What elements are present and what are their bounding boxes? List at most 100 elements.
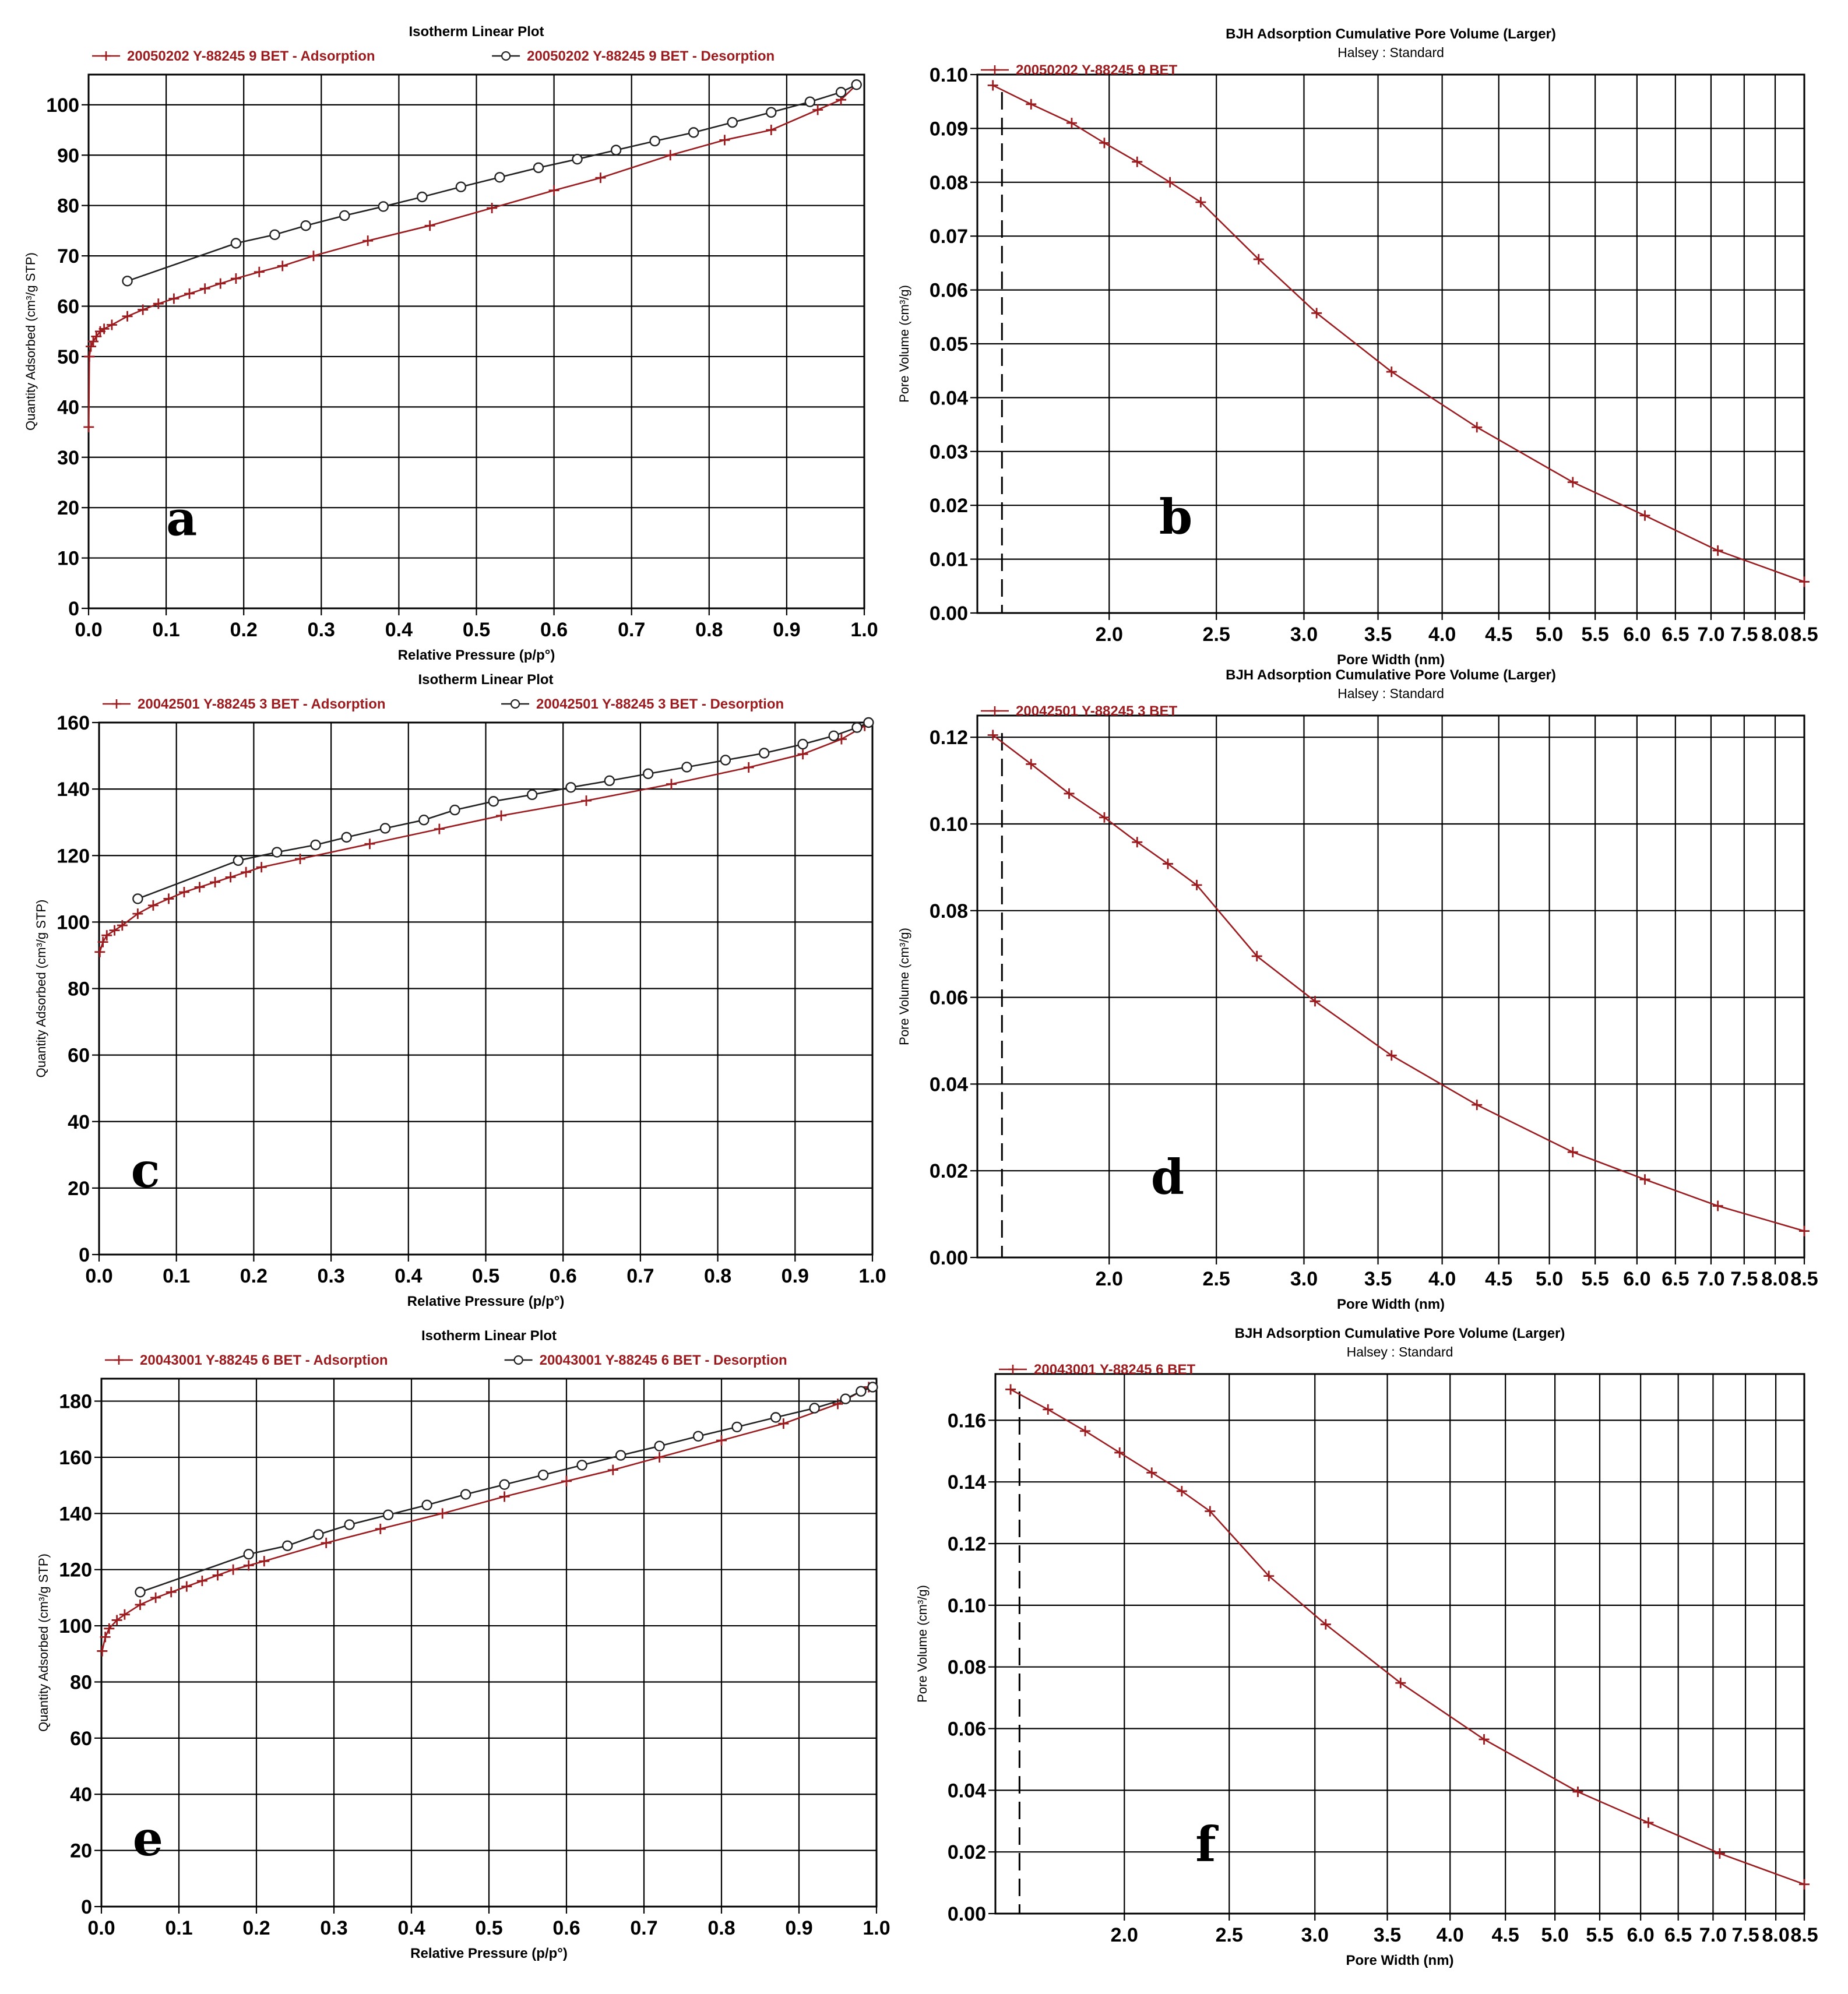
y-axis-label: Quantity Adsorbed (cm³/g STP) [23, 252, 38, 431]
data-point [101, 930, 112, 941]
x-tick-label: 0.7 [626, 1265, 654, 1287]
data-point [1472, 1100, 1483, 1111]
chart-title: Isotherm Linear Plot [421, 1328, 557, 1344]
data-point [1099, 812, 1110, 823]
legend-swatch-marker [1008, 1365, 1018, 1374]
data-point [98, 323, 110, 334]
data-point [499, 1491, 510, 1502]
data-point [168, 293, 179, 304]
data-point [122, 311, 133, 322]
data-point [241, 866, 252, 878]
data-point [770, 1412, 782, 1423]
data-point [759, 748, 770, 759]
x-tick-label: 6.0 [1623, 1268, 1650, 1290]
y-tick-label: 0.01 [930, 549, 968, 571]
data-point [379, 823, 391, 834]
x-tick-label: 2.0 [1096, 1268, 1123, 1290]
plot-frame [100, 1378, 878, 1908]
chart-subtitle: Halsey : Standard [1337, 45, 1444, 60]
x-tick-label: 0.5 [472, 1265, 499, 1287]
x-tick-label: 7.5 [1730, 1268, 1758, 1290]
x-tick-label: 3.5 [1364, 623, 1392, 646]
x-tick-label: 8.5 [1790, 623, 1818, 646]
data-point [1639, 510, 1650, 521]
x-tick-label: 8.0 [1761, 623, 1789, 646]
x-tick-label: 4.5 [1485, 623, 1512, 646]
x-tick-label: 7.5 [1730, 623, 1758, 646]
data-point [178, 887, 189, 898]
y-tick-label: 30 [57, 447, 79, 469]
panel-letter: f [1195, 1817, 1219, 1873]
data-point [1311, 308, 1322, 319]
y-tick-label: 0.10 [948, 1595, 986, 1617]
y-axis-label: Pore Volume (cm³/g) [897, 285, 911, 403]
data-point [225, 872, 236, 883]
data-point [1176, 1486, 1187, 1497]
data-point [1712, 545, 1723, 556]
x-tick-label: 7.5 [1731, 1924, 1759, 1946]
data-point [122, 276, 133, 287]
data-point [310, 839, 321, 851]
chart-panel-b: 2.0 2.5 3.0 3.5 4.0 4.5 5.0 5.5 6.0 6.5 7.0 7.5 8.0 8… [897, 26, 1818, 668]
data-point [424, 220, 435, 231]
y-tick-label: 0.14 [948, 1471, 986, 1493]
data-point [1472, 422, 1483, 433]
data-point [488, 796, 499, 807]
legend-label: 20050202 Y-88245 9 BET - Desorption [527, 48, 775, 64]
y-tick-label: 120 [59, 1559, 92, 1581]
x-tick-label: 1.0 [863, 1917, 890, 1939]
x-tick-label: 0.9 [773, 619, 800, 641]
data-point [1320, 1619, 1331, 1630]
legend-swatch-marker [112, 699, 121, 709]
data-point [665, 150, 676, 161]
data-point [106, 319, 117, 330]
x-tick-label: 0.4 [395, 1265, 422, 1287]
chart-title: BJH Adsorption Cumulative Pore Volume (L… [1226, 667, 1556, 683]
legend-label: 20043001 Y-88245 6 BET [1034, 1362, 1195, 1378]
y-tick-label: 20 [68, 1178, 90, 1200]
data-point [230, 238, 242, 249]
x-tick-label: 0.2 [240, 1265, 267, 1287]
data-point [496, 810, 507, 821]
legend-swatch-marker [513, 1355, 523, 1365]
data-point [867, 1382, 878, 1393]
data-point [595, 172, 606, 184]
y-tick-label: 0.10 [930, 813, 968, 836]
x-tick-label: 0.9 [785, 1917, 812, 1939]
data-point [840, 1393, 851, 1404]
chart-subtitle: Halsey : Standard [1347, 1344, 1453, 1359]
legend-swatch-marker [510, 699, 520, 709]
data-point [300, 220, 311, 231]
data-point [797, 749, 808, 760]
chart-panel-e: 0.0 0.1 0.2 0.3 0.4 0.5 0.6 0.7 0.8 0.9 1.0 0 20 40 60… [36, 1328, 890, 1961]
data-point [797, 738, 808, 750]
x-axis-label: Pore Width (nm) [1346, 1953, 1453, 1968]
y-tick-label: 0.04 [930, 1073, 968, 1095]
data-point [111, 1615, 122, 1626]
data-point [1191, 879, 1202, 890]
data-point [1310, 996, 1321, 1007]
data-point [449, 804, 460, 816]
data-point [1132, 837, 1143, 848]
y-tick-label: 0.02 [930, 1160, 968, 1182]
data-point [119, 1609, 130, 1620]
series-group [83, 79, 862, 432]
data-point [282, 1540, 293, 1551]
x-tick-label: 5.5 [1582, 623, 1609, 646]
data-point [688, 127, 699, 138]
data-point [233, 855, 244, 866]
x-tick-label: 3.5 [1364, 1268, 1392, 1290]
data-point [1205, 1506, 1216, 1517]
data-point [1572, 1786, 1583, 1797]
y-tick-label: 40 [57, 396, 79, 418]
series-group [987, 730, 1810, 1236]
x-tick-label: 3.0 [1290, 1268, 1318, 1290]
x-tick-label: 8.0 [1761, 1268, 1789, 1290]
data-point [1712, 1200, 1723, 1211]
x-tick-label: 0.2 [230, 619, 258, 641]
legend-label: 20050202 Y-88245 9 BET [1016, 62, 1177, 78]
data-point [581, 795, 592, 806]
series-line [140, 1386, 873, 1593]
y-tick-label: 80 [57, 195, 79, 217]
